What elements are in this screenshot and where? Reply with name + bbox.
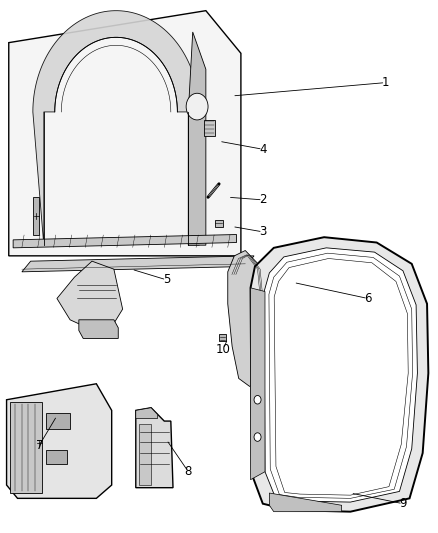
Text: 4: 4 [259, 143, 267, 156]
Text: 9: 9 [399, 497, 407, 510]
Circle shape [186, 93, 208, 120]
Polygon shape [33, 11, 199, 245]
Bar [46, 413, 70, 429]
Polygon shape [136, 408, 158, 418]
Polygon shape [33, 197, 39, 235]
Polygon shape [139, 424, 151, 485]
Circle shape [254, 395, 261, 404]
Polygon shape [219, 334, 226, 341]
Text: 5: 5 [163, 273, 170, 286]
Polygon shape [215, 220, 223, 227]
Polygon shape [79, 320, 118, 338]
Polygon shape [7, 384, 112, 498]
Circle shape [254, 433, 261, 441]
Text: 6: 6 [364, 292, 372, 305]
Polygon shape [251, 288, 265, 480]
Text: 3: 3 [259, 225, 266, 238]
Polygon shape [188, 32, 206, 245]
Text: 10: 10 [216, 343, 231, 356]
Polygon shape [228, 251, 267, 386]
Polygon shape [9, 11, 241, 256]
Text: 7: 7 [35, 439, 43, 451]
Bar [46, 450, 67, 464]
Text: 1: 1 [381, 76, 389, 89]
Polygon shape [22, 256, 254, 272]
Text: 8: 8 [185, 465, 192, 478]
Polygon shape [264, 248, 417, 502]
Polygon shape [13, 235, 237, 248]
Polygon shape [136, 408, 173, 488]
Text: 2: 2 [259, 193, 267, 206]
Polygon shape [269, 493, 342, 512]
Polygon shape [204, 120, 215, 136]
Polygon shape [251, 237, 428, 512]
Polygon shape [10, 402, 42, 493]
Polygon shape [57, 261, 123, 330]
